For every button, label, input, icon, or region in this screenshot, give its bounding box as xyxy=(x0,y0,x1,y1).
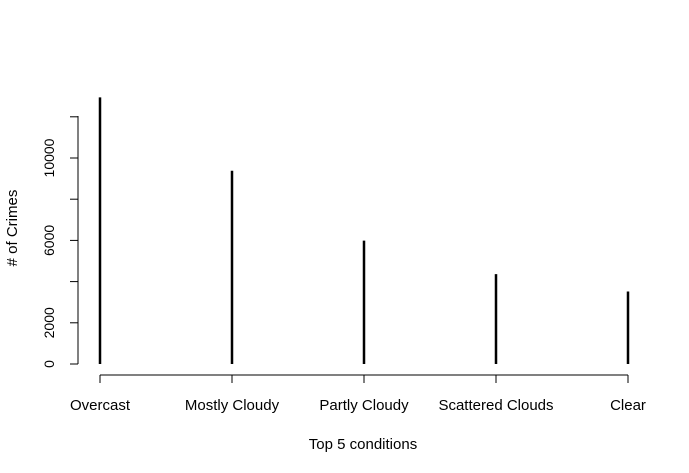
y-axis-label: # of Crimes xyxy=(4,190,21,267)
x-tick-label: Partly Cloudy xyxy=(319,397,409,414)
y-axis: 0 2000 6000 10000 xyxy=(41,116,79,368)
x-tick-label: Clear xyxy=(610,397,646,414)
x-axis-label: Top 5 conditions xyxy=(309,436,417,453)
y-tick-label: 2000 xyxy=(41,307,57,338)
y-tick-label: 6000 xyxy=(41,225,57,256)
x-tick-label: Overcast xyxy=(70,397,131,414)
y-tick-label: 10000 xyxy=(41,138,57,177)
x-tick-label: Scattered Clouds xyxy=(438,397,553,414)
bars xyxy=(98,97,630,364)
x-tick-label: Mostly Cloudy xyxy=(185,397,280,414)
x-axis: Overcast Mostly Cloudy Partly Cloudy Scatte… xyxy=(70,374,646,414)
y-tick-label: 0 xyxy=(41,360,57,368)
